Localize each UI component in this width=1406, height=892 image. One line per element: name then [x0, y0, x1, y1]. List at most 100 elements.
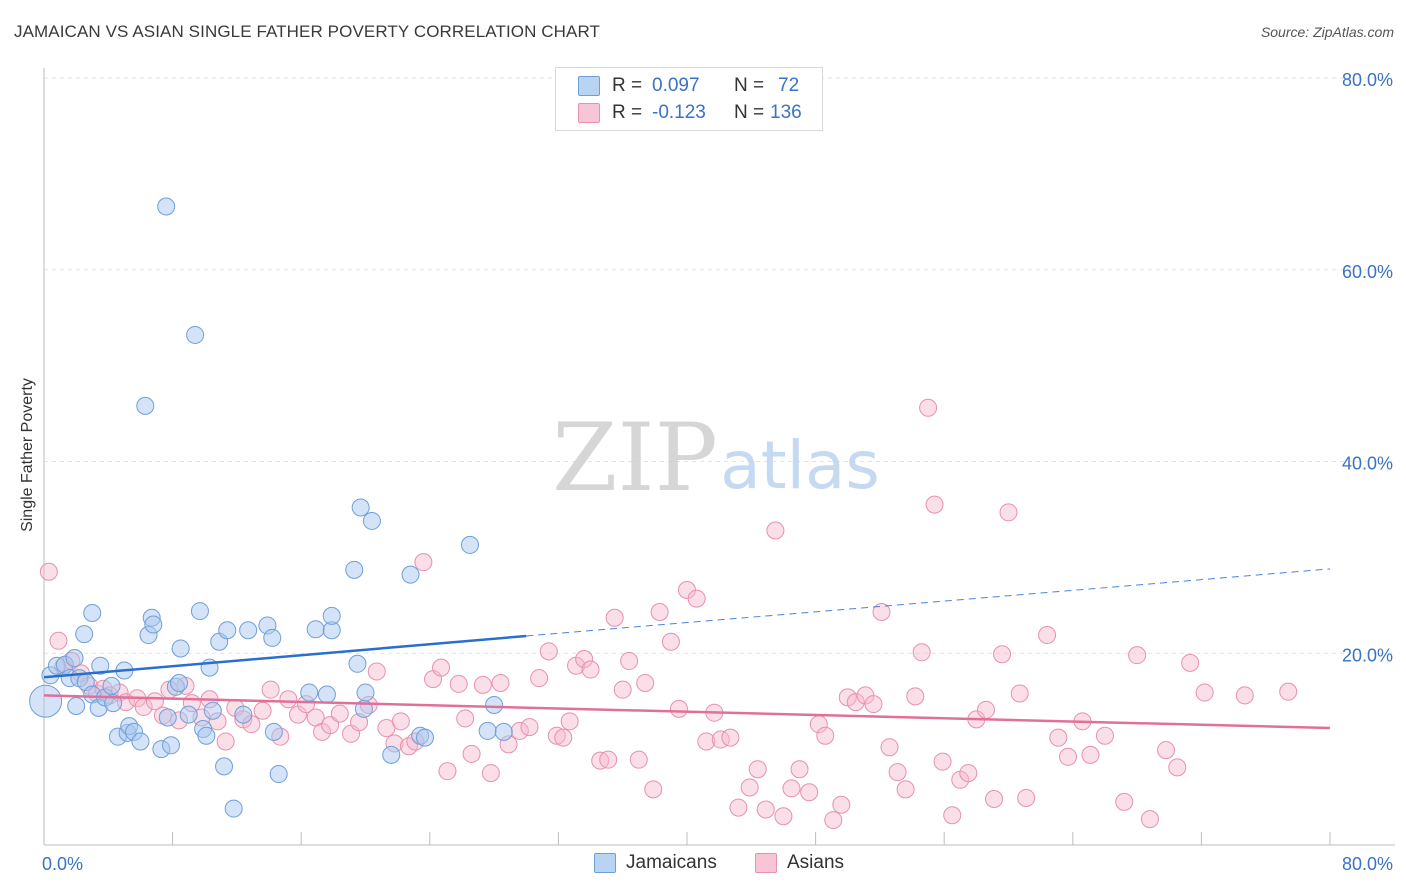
pink-swatch [578, 103, 600, 123]
x-tick-label: 80.0% [1342, 854, 1393, 874]
jamaican-point [203, 701, 222, 720]
asian-point [1010, 684, 1029, 703]
jamaican-point [317, 685, 336, 704]
asian-point [1058, 747, 1077, 766]
asian-point [438, 762, 457, 781]
jamaican-point [65, 649, 84, 668]
asian-point [925, 495, 944, 514]
asian-point [367, 662, 386, 681]
asian-point [919, 398, 938, 417]
jamaican-point [356, 683, 375, 702]
source-label: Source: ZipAtlas.com [1260, 24, 1394, 40]
asian-point [547, 726, 566, 745]
legend-label: Jamaicans [626, 852, 717, 873]
jamaican-point [362, 511, 381, 530]
asian-point [49, 631, 68, 650]
asian-point [943, 806, 962, 825]
jamaican-point [234, 705, 253, 724]
jamaican-point [382, 745, 401, 764]
watermark-zip: ZIP [552, 404, 718, 513]
asian-point [279, 690, 298, 709]
jamaican-point [460, 535, 479, 554]
asian-point [864, 695, 883, 714]
jamaican-point [67, 696, 86, 715]
asian-point [456, 709, 475, 728]
n-value: 72 [778, 75, 800, 96]
asian-point [782, 779, 801, 798]
jamaican-point [158, 708, 177, 727]
jamaican-point [170, 673, 189, 692]
jamaican-trend-extension [526, 568, 1331, 637]
watermark-atlas: atlas [720, 427, 880, 504]
asian-point [993, 645, 1012, 664]
jamaican-point [102, 676, 121, 695]
jamaican-point [300, 683, 319, 702]
asian-point [560, 712, 579, 731]
asian-point [1195, 683, 1214, 702]
asian-point [1017, 789, 1036, 808]
asian-point [539, 642, 558, 661]
asian-point [1181, 653, 1200, 672]
jamaican-point [161, 736, 180, 755]
asian-point [669, 699, 688, 718]
asian-point [39, 562, 58, 581]
asian-point [888, 763, 907, 782]
jamaican-point [29, 684, 63, 718]
asian-point [872, 603, 891, 622]
y-tick-label: 80.0% [1342, 70, 1393, 90]
legend-item-asians[interactable]: Asians [755, 852, 844, 874]
legend-label: Asians [787, 852, 845, 873]
asian-point [740, 778, 759, 797]
asian-point [999, 503, 1018, 522]
jamaican-point [75, 625, 94, 644]
asian-point [846, 693, 865, 712]
asian-point [721, 728, 740, 747]
asian-point [1095, 726, 1114, 745]
jamaican-trend-line [43, 634, 527, 679]
legend-item-jamaicans[interactable]: Jamaicans [594, 852, 717, 874]
jamaican-point [186, 325, 205, 344]
jamaican-point [345, 560, 364, 579]
asian-point [261, 680, 280, 699]
jamaican-point [494, 722, 513, 741]
blue-swatch [578, 76, 600, 96]
jamaican-point [322, 606, 341, 625]
asian-point [1038, 626, 1057, 645]
asian-point [906, 687, 925, 706]
series-legend: Jamaicans Asians [0, 852, 1406, 878]
asian-point [687, 589, 706, 608]
jamaican-point [351, 498, 370, 517]
jamaican-point [91, 656, 110, 675]
asian-point [896, 780, 915, 799]
asian-point [473, 675, 492, 694]
asian-point [832, 795, 851, 814]
watermark: ZIP atlas [552, 404, 880, 513]
r-label: R = [612, 102, 643, 123]
jamaican-point [239, 621, 258, 640]
jamaican-point [157, 197, 176, 216]
asian-point [449, 674, 468, 693]
jamaican-point [306, 620, 325, 639]
x-tick-label: 0.0% [42, 854, 83, 874]
asian-point [391, 712, 410, 731]
asian-point [605, 608, 624, 627]
asian-point [774, 807, 793, 826]
r-label: R = [612, 75, 643, 96]
asian-point [491, 673, 510, 692]
jamaican-point [478, 721, 497, 740]
jamaican-point [136, 396, 155, 415]
asian-point [613, 680, 632, 699]
asian-point [432, 658, 451, 677]
jamaican-point [190, 602, 209, 621]
asian-point [620, 651, 639, 670]
asian-point [644, 780, 663, 799]
legend-row-asians: R = -0.123 N = 136 [578, 101, 802, 125]
jamaican-point [224, 799, 243, 818]
asian-point [816, 726, 835, 745]
jamaican-point [83, 603, 102, 622]
jamaican-point [104, 694, 123, 713]
jamaican-point [144, 615, 163, 634]
asian-point [1168, 758, 1187, 777]
jamaican-point [179, 705, 198, 724]
